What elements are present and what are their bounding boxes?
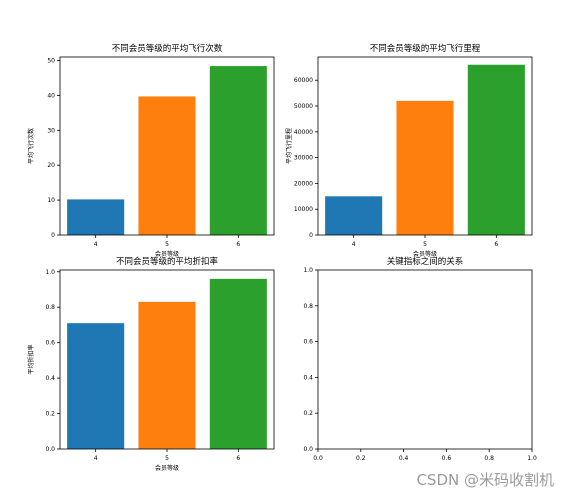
y-tick-label: 0.4 <box>303 374 313 381</box>
x-tick-label: 0.0 <box>313 455 323 462</box>
bar-4 <box>325 196 383 235</box>
x-tick-label: 4 <box>352 241 356 248</box>
bar-6 <box>209 278 267 449</box>
y-tick-label: 50000 <box>294 103 313 110</box>
chart-4: 关键指标之间的关系 0.0 0.2 0.4 0.6 0.8 1.0 0.0 0.2 0.4 0.6 0… <box>303 256 536 462</box>
x-tick-label: 5 <box>165 455 169 462</box>
x-tick-label: 4 <box>94 241 98 248</box>
x-axis-label: 会员等级 <box>413 250 437 258</box>
y-tick-label: 0.2 <box>303 410 313 417</box>
y-tick-label: 20000 <box>294 180 313 187</box>
y-axis-label: 平均飞行次数 <box>27 128 35 164</box>
x-tick-label: 6 <box>236 455 240 462</box>
x-tick-label: 0.4 <box>399 455 409 462</box>
chart-3: 不同会员等级的平均折扣率 4 5 6 0.0 0.2 0.4 0.6 0.8 1.0 会员等级 平均折… <box>27 256 275 472</box>
y-tick-label: 30000 <box>294 155 313 162</box>
bar-4 <box>67 323 125 449</box>
x-tick-label: 6 <box>494 241 498 248</box>
bar-5 <box>396 100 454 235</box>
x-tick-label: 1.0 <box>527 455 537 462</box>
chart-title: 不同会员等级的平均折扣率 <box>116 256 219 267</box>
y-tick-label: 0.0 <box>303 446 313 453</box>
y-tick-label: 60000 <box>294 77 313 84</box>
x-tick-label: 5 <box>165 241 169 248</box>
y-tick-label: 0 <box>309 232 313 239</box>
y-tick-label: 40 <box>47 92 55 99</box>
bar-6 <box>467 64 525 235</box>
y-tick-label: 30 <box>47 127 55 134</box>
x-tick-label: 0.8 <box>484 455 494 462</box>
chart-2: 不同会员等级的平均飞行里程 4 5 6 0 10000 20000 30000 40000 500… <box>285 43 533 258</box>
y-tick-label: 50 <box>47 57 55 64</box>
x-axis-label: 会员等级 <box>155 464 179 472</box>
x-tick-label: 0.2 <box>356 455 366 462</box>
y-tick-label: 0.4 <box>45 375 55 382</box>
y-tick-label: 20 <box>47 162 55 169</box>
axes-frame <box>59 56 275 236</box>
chart-1: 不同会员等级的平均飞行次数 4 5 6 0 10 20 30 40 50 会员等级 平均飞行次数 <box>27 43 275 258</box>
y-axis-label: 平均飞行里程 <box>285 128 293 164</box>
x-tick-label: 5 <box>423 241 427 248</box>
y-tick-label: 0.8 <box>303 303 313 310</box>
y-tick-label: 0.6 <box>45 340 55 347</box>
y-tick-label: 0 <box>51 232 55 239</box>
y-tick-label: 40000 <box>294 129 313 136</box>
axes-frame <box>317 56 533 236</box>
x-tick-label: 6 <box>236 241 240 248</box>
bar-5 <box>138 301 196 449</box>
y-tick-label: 1.0 <box>303 267 313 274</box>
chart-title: 不同会员等级的平均飞行里程 <box>370 43 481 54</box>
chart-title: 关键指标之间的关系 <box>387 256 464 267</box>
bar-5 <box>138 96 196 236</box>
y-tick-label: 0.0 <box>45 446 55 453</box>
bar-6 <box>209 66 267 235</box>
bar-4 <box>67 199 125 235</box>
axes-frame <box>59 269 275 450</box>
y-tick-label: 10000 <box>294 206 313 213</box>
y-tick-label: 0.2 <box>45 411 55 418</box>
x-axis-label: 会员等级 <box>155 250 179 258</box>
axes-frame <box>317 269 533 450</box>
y-tick-label: 0.8 <box>45 304 55 311</box>
y-axis-label: 平均折扣率 <box>27 344 35 374</box>
y-tick-label: 1.0 <box>45 269 55 276</box>
chart-title: 不同会员等级的平均飞行次数 <box>112 43 223 54</box>
x-tick-label: 0.6 <box>442 455 452 462</box>
y-tick-label: 10 <box>47 197 55 204</box>
y-tick-label: 0.6 <box>303 339 313 346</box>
watermark: CSDN @米码收割机 <box>416 471 554 489</box>
x-tick-label: 4 <box>94 455 98 462</box>
